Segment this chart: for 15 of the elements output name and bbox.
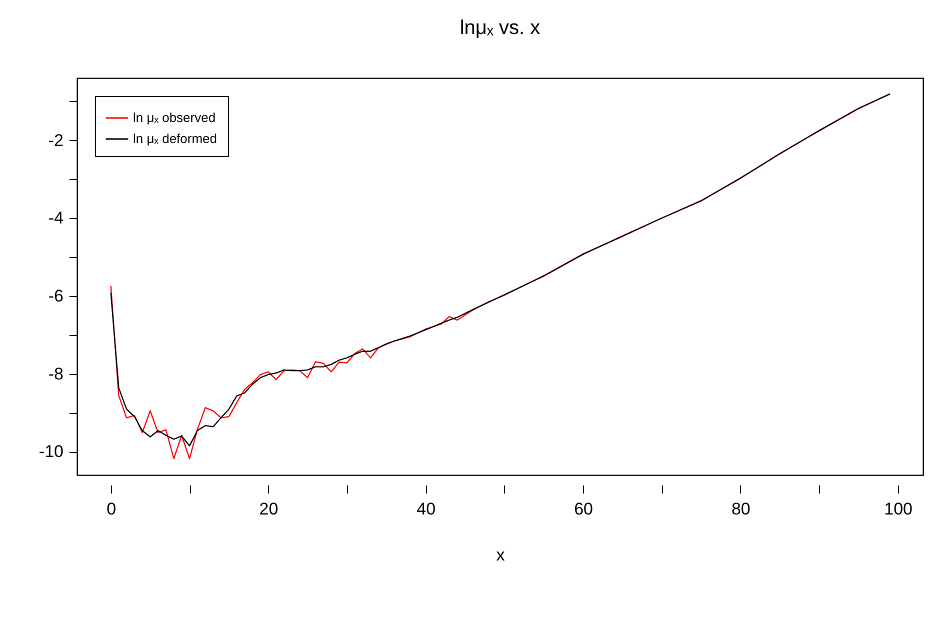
chart-title: lnμₓ vs. x: [460, 17, 540, 39]
x-axis-title: x: [496, 546, 506, 564]
legend-label: ln μₓ deformed: [133, 131, 218, 146]
x-tick-label: 40: [416, 500, 436, 518]
x-tick-label: 0: [106, 500, 116, 518]
y-tick-label: -10: [38, 442, 64, 462]
y-tick-label: -2: [48, 130, 64, 150]
x-tick-label: 100: [884, 500, 913, 518]
x-tick-label: 80: [731, 500, 750, 518]
x-tick-label: 60: [574, 500, 593, 518]
legend-label: ln μₓ observed: [133, 110, 216, 125]
y-tick-label: -6: [48, 286, 64, 306]
x-tick-label: 20: [259, 500, 278, 518]
y-tick-label: -8: [48, 364, 64, 384]
y-tick-label: -4: [48, 208, 64, 228]
